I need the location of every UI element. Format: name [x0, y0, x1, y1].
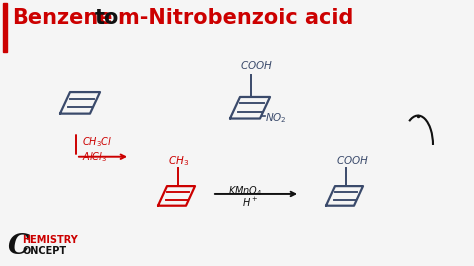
Text: Benzene: Benzene: [12, 8, 112, 28]
Bar: [3, 3, 7, 52]
Text: $KMnO_4$: $KMnO_4$: [228, 184, 263, 198]
Text: $AlCl_3$: $AlCl_3$: [82, 150, 107, 164]
Text: $COOH$: $COOH$: [336, 154, 369, 166]
Text: $CH_3$: $CH_3$: [168, 154, 189, 168]
Text: ONCEPT: ONCEPT: [22, 246, 66, 256]
Text: $CH_3Cl$: $CH_3Cl$: [82, 135, 112, 149]
Text: $H^+$: $H^+$: [242, 196, 258, 209]
Text: HEMISTRY: HEMISTRY: [22, 235, 78, 245]
Text: to: to: [95, 8, 119, 28]
Text: $NO_2$: $NO_2$: [265, 112, 287, 126]
Text: m-Nitrobenzoic acid: m-Nitrobenzoic acid: [118, 8, 354, 28]
Text: $COOH$: $COOH$: [240, 59, 273, 71]
Text: C: C: [8, 233, 30, 260]
